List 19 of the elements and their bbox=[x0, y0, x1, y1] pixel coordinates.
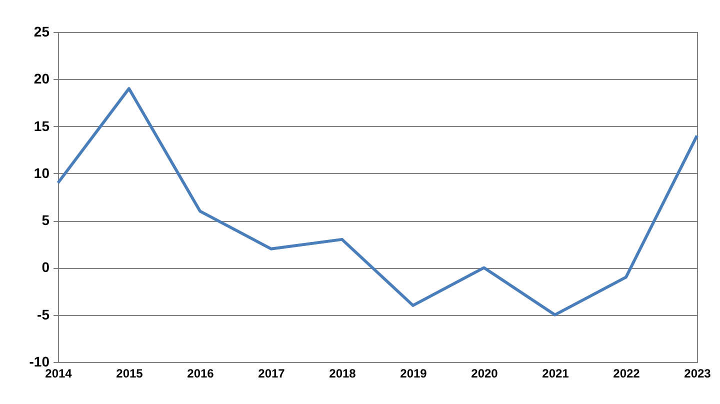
x-tick-label: 2022 bbox=[613, 366, 640, 380]
y-tick-label: -10 bbox=[29, 354, 50, 370]
x-tick-label: 2015 bbox=[116, 366, 144, 380]
x-tick-label: 2018 bbox=[329, 366, 356, 380]
x-tick-label: 2014 bbox=[45, 366, 72, 380]
x-tick-label: 2023 bbox=[684, 366, 712, 380]
x-tick-label: 2016 bbox=[187, 366, 214, 380]
y-tick-label: 0 bbox=[42, 259, 50, 276]
y-tick-label: 10 bbox=[34, 164, 50, 181]
y-tick-label: 25 bbox=[34, 24, 50, 40]
x-tick-label: 2019 bbox=[400, 366, 428, 380]
y-tick-label: 5 bbox=[42, 212, 50, 228]
y-tick-label: 20 bbox=[34, 70, 50, 87]
y-tick-label: 15 bbox=[34, 118, 50, 134]
x-tick-label: 2020 bbox=[471, 366, 498, 380]
line-series bbox=[56, 87, 698, 316]
y-tick-label: -5 bbox=[37, 306, 50, 322]
x-tick-label: 2021 bbox=[542, 366, 570, 380]
x-tick-label: 2017 bbox=[258, 366, 286, 380]
